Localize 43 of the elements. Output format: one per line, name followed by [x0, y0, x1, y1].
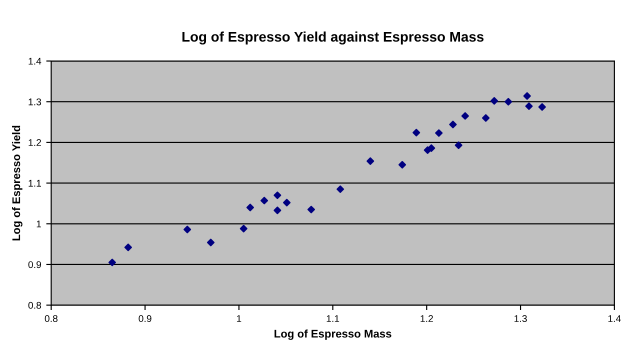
point	[490, 97, 498, 105]
x-tick-label: 1.4	[608, 315, 621, 322]
chart-title: Log of Espresso Yield against Espresso Mass	[182, 32, 484, 45]
point	[206, 238, 215, 246]
point	[274, 206, 282, 214]
point	[307, 206, 316, 214]
x-tick-label: 0.8	[44, 315, 58, 322]
point	[504, 98, 512, 106]
y-tick-label: 0.8	[28, 302, 42, 309]
point	[525, 102, 533, 110]
x-tick-label: 1.1	[326, 315, 340, 322]
y-axis-title: Log of Espresso Yield	[12, 126, 22, 240]
point	[366, 157, 374, 165]
point	[449, 120, 457, 128]
y-tick-label: 0.9	[28, 261, 42, 268]
point	[108, 258, 116, 266]
point	[523, 92, 531, 100]
point	[246, 204, 254, 212]
y-tick-label: 1	[36, 220, 42, 228]
point	[435, 129, 443, 137]
point	[538, 103, 546, 111]
x-axis-title: Log of Espresso Mass	[274, 329, 392, 340]
y-tick-label: 1.2	[28, 139, 41, 146]
x-tick-label: 1.3	[514, 315, 527, 322]
x-tick-label: 1.2	[420, 315, 433, 322]
x-tick-label: 0.9	[138, 315, 152, 322]
point	[454, 141, 462, 150]
point	[124, 244, 132, 252]
point	[461, 112, 469, 120]
point	[274, 191, 282, 200]
point	[398, 160, 406, 169]
point	[283, 198, 291, 206]
point	[482, 114, 490, 122]
point	[260, 196, 268, 204]
point	[240, 224, 248, 232]
point	[184, 226, 192, 234]
x-tick-label: 1	[236, 315, 242, 322]
y-tick-label: 1.1	[28, 180, 42, 187]
point	[336, 185, 344, 193]
point	[412, 128, 420, 136]
y-tick-label: 1.3	[28, 98, 42, 106]
point	[428, 144, 436, 152]
y-tick-label: 1.4	[28, 58, 42, 65]
